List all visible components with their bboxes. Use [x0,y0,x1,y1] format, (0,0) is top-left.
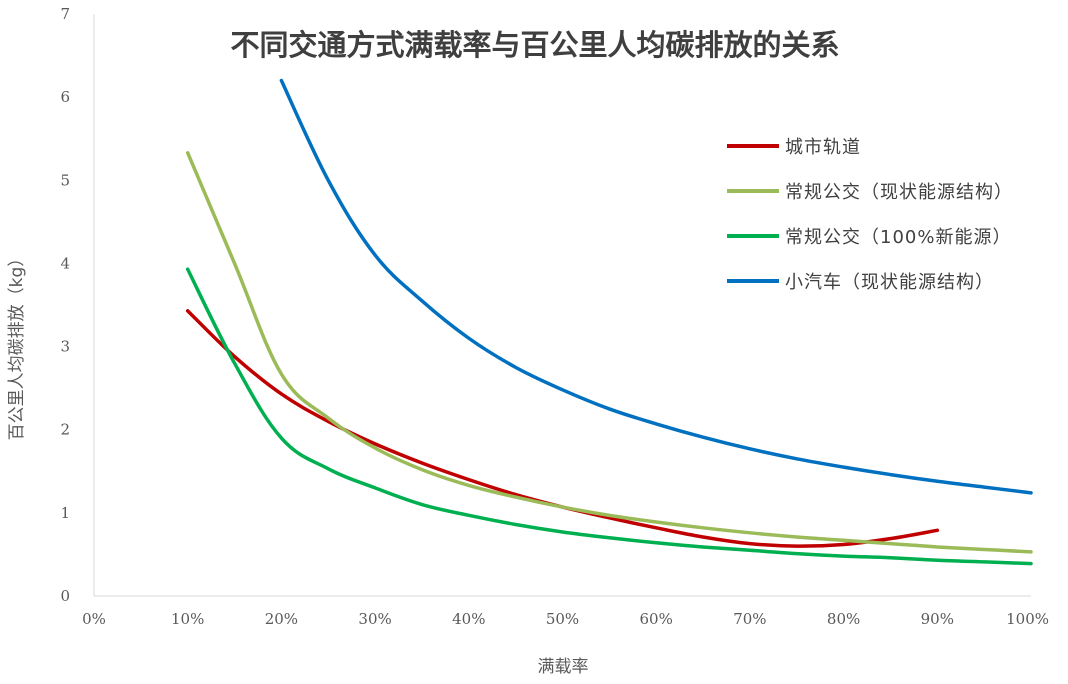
legend-label: 常规公交（100%新能源） [785,227,1011,248]
x-tick-label: 70% [733,610,766,628]
x-tick-label: 80% [827,610,860,628]
y-tick-label: 4 [60,254,70,272]
x-axis-label: 满载率 [538,657,589,677]
x-tick-labels: 0% 10% 20% 30% 40% 50% 60% 70% 80% 90% 100% [82,610,1049,628]
y-tick-label: 5 [60,171,70,189]
series-lines [185,78,1033,566]
x-tick-label: 20% [265,610,298,628]
x-tick-label: 100% [1006,610,1049,628]
series-line-2 [185,151,1033,554]
x-tick-label: 30% [358,610,391,628]
series-line-3 [185,267,1033,566]
axes [93,14,1031,597]
y-tick-label: 7 [60,5,70,23]
legend-label: 常规公交（现状能源结构） [785,182,1013,203]
chart-title: 不同交通方式满载率与百公里人均碳排放的关系 [230,28,839,62]
x-tick-label: 10% [171,610,204,628]
y-axis-label: 百公里人均碳排放（kg） [7,250,27,441]
x-tick-label: 40% [452,610,485,628]
x-tick-label: 0% [82,610,106,628]
legend-label: 城市轨道 [785,137,861,158]
y-tick-label: 2 [60,421,70,439]
series-line-4 [279,78,1033,495]
x-tick-label: 50% [546,610,579,628]
y-tick-label: 3 [60,338,70,356]
y-tick-labels: 0 1 2 3 4 5 6 7 [60,5,70,605]
y-tick-label: 1 [60,504,70,522]
y-tick-label: 0 [60,587,70,605]
y-tick-label: 6 [60,88,70,106]
x-tick-label: 60% [640,610,673,628]
x-tick-label: 90% [921,610,954,628]
series-line-1 [185,309,940,548]
legend-label: 小汽车（现状能源结构） [785,272,994,293]
